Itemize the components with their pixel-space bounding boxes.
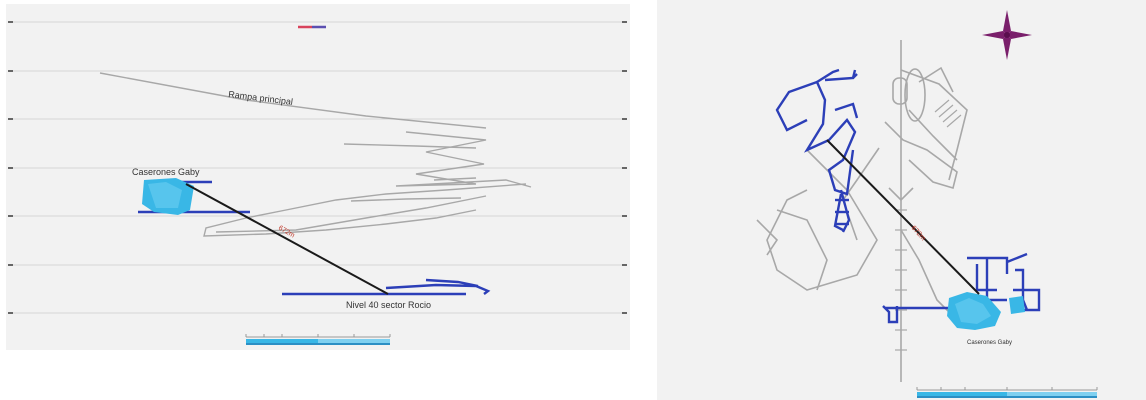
existing-workings-plan — [756, 40, 968, 382]
section-view-panel: Rampa principal Caserones Gaby Nivel 40 … — [6, 4, 630, 350]
mid-drift — [350, 197, 462, 202]
level-label: Nivel 40 sector Rocio — [346, 300, 431, 310]
upper-network — [775, 80, 857, 196]
north-star-icon — [982, 10, 1032, 60]
level-40-branch — [385, 283, 491, 295]
level-40-branch-2 — [425, 278, 479, 288]
new-workings-plan — [775, 68, 1041, 324]
level-ticks — [8, 21, 627, 314]
lower-ramp — [203, 183, 527, 237]
connection-line-plan — [826, 139, 980, 295]
stope-block-section — [142, 178, 194, 215]
loop-ramp — [904, 68, 926, 122]
connection-line — [185, 183, 389, 295]
short-drift — [433, 177, 477, 181]
stope-block-plan — [947, 292, 1025, 330]
spine-branch — [900, 69, 968, 181]
section-view-drawing: Rampa principal Caserones Gaby Nivel 40 … — [8, 21, 627, 345]
stopes-label-plan: Caserones Gaby — [967, 340, 1012, 346]
existing-workings — [99, 72, 532, 237]
plan-view-panel: Caserones Gaby 672m — [657, 0, 1146, 400]
scale-bar-section — [245, 334, 391, 345]
lower-drift — [215, 195, 487, 233]
ramp-branch — [343, 143, 477, 149]
west-stub — [882, 305, 899, 324]
ramp-zigzag — [395, 131, 532, 188]
level-grid — [10, 21, 626, 314]
main-ramp — [99, 72, 487, 129]
plan-view-drawing: Caserones Gaby 672m — [756, 10, 1098, 398]
distance-label-plan: 672m — [910, 225, 927, 243]
western-loop — [766, 149, 878, 291]
scale-bar-plan — [916, 387, 1098, 398]
main-ramp-label: Rampa principal — [228, 89, 294, 107]
distance-label: 672m — [277, 225, 296, 240]
stopes-label: Caserones Gaby — [132, 167, 200, 177]
